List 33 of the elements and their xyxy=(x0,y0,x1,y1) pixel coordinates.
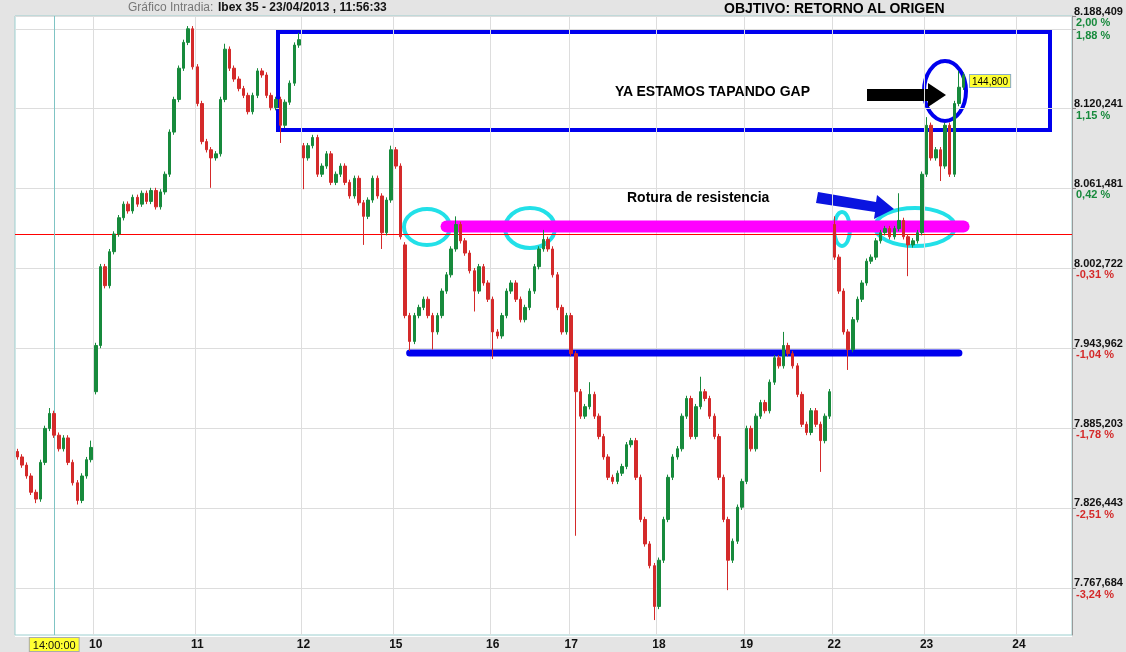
x-tick-label: 15 xyxy=(389,637,403,651)
x-tick-label: 16 xyxy=(486,637,500,651)
y2-tick-label: -3,24 % xyxy=(1076,587,1115,600)
y-tick-label: 8.002,722 xyxy=(1074,256,1123,269)
text: OBJTIVO: RETORNO AL ORIGEN xyxy=(724,0,945,16)
annotation: 144,800 xyxy=(972,75,1009,87)
x-tick-label: 14:00:00 xyxy=(32,638,76,651)
y-tick-label: 7.885,203 xyxy=(1074,416,1123,429)
y-tick-label: 8.188,409 xyxy=(1074,4,1123,17)
y-tick-label: 7.767,684 xyxy=(1074,576,1124,589)
y2-tick-label: -2,51 % xyxy=(1076,507,1115,520)
x-tick-label: 12 xyxy=(296,637,311,651)
y2-tick-label: 1,88 % xyxy=(1076,28,1111,41)
x-tick-label: 17 xyxy=(564,637,579,651)
x-tick-label: 10 xyxy=(89,637,103,651)
y2-tick-label: -1,78 % xyxy=(1076,428,1115,441)
y-tick-label: 7.943,962 xyxy=(1074,336,1123,349)
y-tick-label: 8.120,241 xyxy=(1074,97,1123,110)
y-tick-label: 8.061,481 xyxy=(1074,177,1123,190)
x-tick-label: 19 xyxy=(739,637,754,651)
chart-subtitle: Gráfico Intradia: xyxy=(128,0,214,14)
x-tick-label: 11 xyxy=(190,637,204,651)
chart-title: Ibex 35 - 23/04/2013 , 11:56:33 xyxy=(218,0,388,14)
y-tick-label: 7.826,443 xyxy=(1074,496,1123,509)
x-tick-label: 22 xyxy=(827,637,842,651)
y2-tick-label: -1,04 % xyxy=(1076,347,1115,360)
y2-tick-label: 1,15 % xyxy=(1076,108,1111,121)
x-tick-label: 23 xyxy=(919,637,934,651)
x-tick-label: 24 xyxy=(1012,637,1026,651)
y2-tick-label: 0,42 % xyxy=(1076,188,1111,201)
annotation: YA ESTAMOS TAPANDO GAP xyxy=(615,83,810,99)
x-tick-label: 18 xyxy=(652,637,666,651)
annotation: Rotura de resistencia xyxy=(627,189,770,205)
